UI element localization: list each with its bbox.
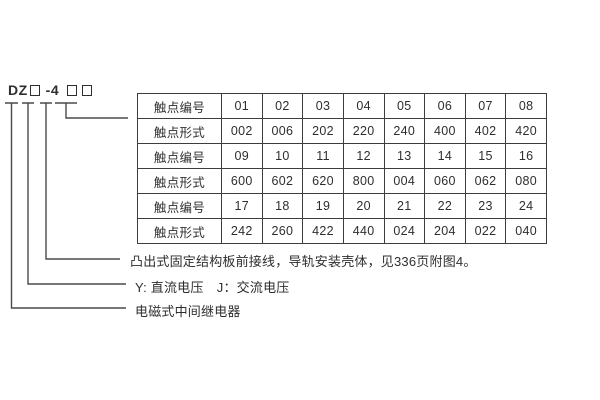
value-cell: 240 [383, 118, 426, 144]
row-label: 触点形式 [137, 118, 222, 144]
row-label: 触点编号 [137, 143, 222, 169]
placeholder-box-icon [67, 84, 78, 96]
table-row: 触点形式 600 602 620 800 004 060 062 080 [137, 168, 547, 194]
value-cell: 10 [261, 143, 304, 169]
value-cell: 16 [505, 143, 547, 169]
value-cell: 062 [464, 168, 507, 194]
leader-line-relay-type [5, 102, 126, 309]
value-cell: 19 [302, 193, 344, 219]
value-cell: 18 [261, 193, 304, 219]
table-row: 触点形式 242 260 422 440 024 204 022 040 [137, 218, 547, 244]
value-cell: 02 [261, 93, 304, 119]
table-row: 触点形式 002 006 202 220 240 400 402 420 [137, 118, 547, 144]
model-prefix: DZ [8, 82, 28, 98]
value-cell: 23 [464, 193, 507, 219]
leader-line-voltage [22, 102, 126, 285]
value-cell: 420 [505, 118, 547, 144]
value-cell: 13 [383, 143, 426, 169]
value-cell: 202 [302, 118, 344, 144]
value-cell: 080 [505, 168, 547, 194]
value-cell: 040 [505, 218, 547, 244]
value-cell: 22 [424, 193, 466, 219]
row-label: 触点编号 [137, 93, 222, 119]
value-cell: 15 [464, 143, 507, 169]
value-cell: 402 [464, 118, 507, 144]
value-cell: 060 [424, 168, 466, 194]
value-cell: 14 [424, 143, 466, 169]
leader-line-mounting [40, 102, 120, 260]
value-cell: 800 [342, 168, 385, 194]
value-cell: 11 [302, 143, 344, 169]
row-label: 触点编号 [137, 193, 222, 219]
value-cell: 440 [342, 218, 385, 244]
value-cell: 600 [221, 168, 263, 194]
value-cell: 220 [342, 118, 385, 144]
value-cell: 024 [383, 218, 426, 244]
value-cell: 400 [424, 118, 466, 144]
value-cell: 620 [302, 168, 344, 194]
placeholder-box-group [65, 84, 93, 96]
value-cell: 08 [505, 93, 547, 119]
value-cell: 03 [302, 93, 344, 119]
value-cell: 204 [424, 218, 466, 244]
value-cell: 602 [261, 168, 304, 194]
table-row: 触点编号 17 18 19 20 21 22 23 24 [137, 193, 547, 219]
value-cell: 17 [221, 193, 263, 219]
value-cell: 022 [464, 218, 507, 244]
model-designation: DZ -4 [8, 82, 93, 98]
note-voltage: Y: 直流电压 J：交流电压 [135, 280, 290, 295]
row-label: 触点形式 [137, 218, 222, 244]
value-cell: 422 [302, 218, 344, 244]
row-label: 触点形式 [137, 168, 222, 194]
value-cell: 05 [383, 93, 426, 119]
value-cell: 09 [221, 143, 263, 169]
contact-table-body: 触点编号 01 02 03 04 05 06 07 08 触点形式 002 006 202 220 240 4… [137, 93, 547, 244]
value-cell: 21 [383, 193, 426, 219]
value-cell: 260 [261, 218, 304, 244]
value-cell: 002 [221, 118, 263, 144]
value-cell: 24 [505, 193, 547, 219]
value-cell: 006 [261, 118, 304, 144]
leader-line-contact-table [55, 102, 128, 119]
model-dash-segment: -4 [45, 82, 60, 98]
note-relay-type: 电磁式中间继电器 [135, 304, 241, 319]
placeholder-box-icon [29, 84, 40, 96]
value-cell: 20 [342, 193, 385, 219]
note-mounting: 凸出式固定结构板前接线，导轨安装壳体，见336页附图4。 [130, 254, 477, 269]
value-cell: 12 [342, 143, 385, 169]
value-cell: 01 [221, 93, 263, 119]
contact-table: 触点编号 01 02 03 04 05 06 07 08 触点形式 002 006 202 220 240 4… [137, 93, 547, 244]
value-cell: 242 [221, 218, 263, 244]
table-row: 触点编号 09 10 11 12 13 14 15 16 [137, 143, 547, 169]
value-cell: 06 [424, 93, 466, 119]
placeholder-box-icon [82, 84, 93, 96]
table-row: 触点编号 01 02 03 04 05 06 07 08 [137, 93, 547, 119]
value-cell: 04 [342, 93, 385, 119]
value-cell: 07 [464, 93, 507, 119]
value-cell: 004 [383, 168, 426, 194]
